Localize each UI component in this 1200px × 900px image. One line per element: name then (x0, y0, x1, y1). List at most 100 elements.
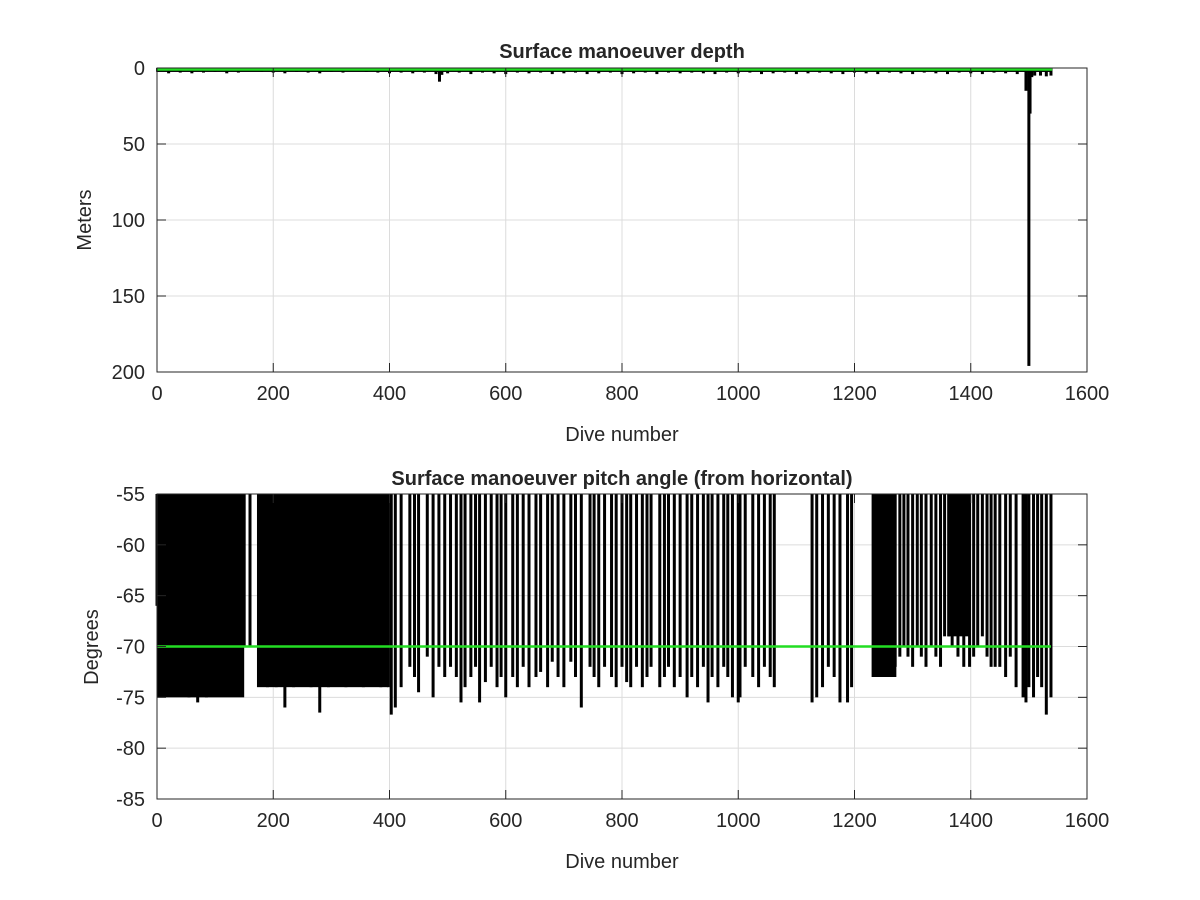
pitch-bar (662, 494, 666, 677)
x-tick-label: 600 (489, 383, 522, 405)
pitch-bar (204, 494, 208, 698)
y-tick-label: 50 (123, 134, 145, 156)
pitch-bar (412, 494, 416, 677)
pitch-bar (919, 494, 923, 657)
pitch-bar (736, 494, 740, 703)
pitch-bar (871, 494, 875, 677)
depth-chart: 0 200 400 600 800 1000 1200 1400 1600 0 50 100 150 2… (74, 41, 1109, 446)
pitch-bar (943, 494, 947, 637)
pitch-bar (469, 494, 473, 677)
pitch-bar (832, 494, 836, 677)
pitch-bar (309, 494, 313, 688)
pitch-bar (1040, 494, 1044, 688)
pitch-bar (902, 494, 906, 647)
x-tick-label: 1600 (1065, 810, 1110, 832)
depth-y-axis-label: Meters (74, 189, 96, 250)
depth-tick-marks (156, 67, 1088, 373)
pitch-bar (924, 494, 928, 667)
pitch-bar (386, 494, 390, 688)
pitch-bar (610, 494, 614, 677)
pitch-bar (265, 494, 269, 688)
pitch-bar (592, 494, 596, 677)
pitch-bar (1044, 494, 1048, 715)
pitch-bar (527, 494, 531, 688)
pitch-chart: 0 200 400 600 800 1000 1200 1400 1600 -55-60-65-… (81, 468, 1109, 873)
x-tick-label: 1400 (949, 383, 994, 405)
pitch-bar (730, 494, 734, 698)
pitch-bar (170, 494, 174, 688)
pitch-bar (696, 494, 700, 688)
pitch-bar (738, 494, 742, 698)
pitch-bar (417, 494, 421, 693)
pitch-bar (344, 494, 348, 688)
pitch-tick-marks (156, 493, 1088, 800)
pitch-bar (443, 494, 447, 677)
pitch-bar (459, 494, 463, 703)
pitch-bar (635, 494, 639, 667)
pitch-bar (772, 494, 776, 688)
pitch-bar (318, 494, 322, 713)
x-tick-label: 0 (151, 810, 162, 832)
pitch-bar (597, 494, 601, 688)
y-tick-label: -65 (116, 586, 145, 608)
pitch-bar (300, 494, 304, 677)
depth-grid (156, 67, 1088, 373)
depth-bar (1027, 68, 1031, 366)
x-tick-label: 400 (373, 810, 406, 832)
y-tick-label: -80 (116, 738, 145, 760)
pitch-bar (499, 494, 503, 677)
pitch-bar (248, 494, 252, 647)
depth-bar (1030, 68, 1034, 78)
pitch-bar (370, 494, 374, 677)
pitch-bar (1021, 494, 1025, 698)
pitch-bar (326, 494, 330, 688)
pitch-bar (515, 494, 519, 688)
pitch-bar (474, 494, 478, 667)
pitch-bar (292, 494, 296, 688)
pitch-bar (972, 494, 976, 657)
pitch-bar (1008, 494, 1012, 657)
pitch-bar (408, 494, 412, 667)
x-tick-label: 600 (489, 810, 522, 832)
pitch-bar (625, 494, 629, 683)
x-tick-label: 1000 (716, 810, 761, 832)
pitch-bar (353, 494, 357, 683)
y-tick-label: -75 (116, 687, 145, 709)
pitch-bar (603, 494, 607, 667)
pitch-bar (722, 494, 726, 667)
pitch-bar (1024, 494, 1028, 703)
pitch-bar (504, 494, 508, 698)
pitch-x-tick-labels: 0 200 400 600 800 1000 1200 1400 1600 (151, 810, 1109, 832)
pitch-bar (846, 494, 850, 703)
pitch-bar (393, 494, 397, 708)
pitch-bar (950, 494, 954, 647)
x-tick-label: 800 (605, 383, 638, 405)
pitch-bar (645, 494, 649, 677)
pitch-bar (463, 494, 467, 688)
pitch-bar (1032, 494, 1036, 698)
x-tick-label: 800 (605, 810, 638, 832)
y-tick-label: -85 (116, 789, 145, 811)
pitch-bar (976, 494, 980, 647)
pitch-bar (629, 494, 633, 688)
x-tick-label: 200 (257, 810, 290, 832)
pitch-bars (155, 494, 1053, 715)
x-tick-label: 1200 (832, 810, 877, 832)
depth-bar (1028, 68, 1032, 114)
pitch-bar (521, 494, 525, 667)
pitch-bar (569, 494, 573, 662)
pitch-bar (898, 494, 902, 657)
pitch-bar (887, 494, 891, 657)
y-tick-label: -55 (116, 484, 145, 506)
pitch-bar (562, 494, 566, 688)
pitch-bar (574, 494, 577, 677)
pitch-bar (489, 494, 493, 667)
pitch-bar (911, 494, 915, 667)
pitch-bar (242, 494, 246, 647)
pitch-bar (850, 494, 854, 688)
pitch-bar (838, 494, 842, 703)
x-tick-label: 1400 (949, 810, 994, 832)
pitch-bar (821, 494, 825, 688)
pitch-bar (550, 494, 554, 662)
